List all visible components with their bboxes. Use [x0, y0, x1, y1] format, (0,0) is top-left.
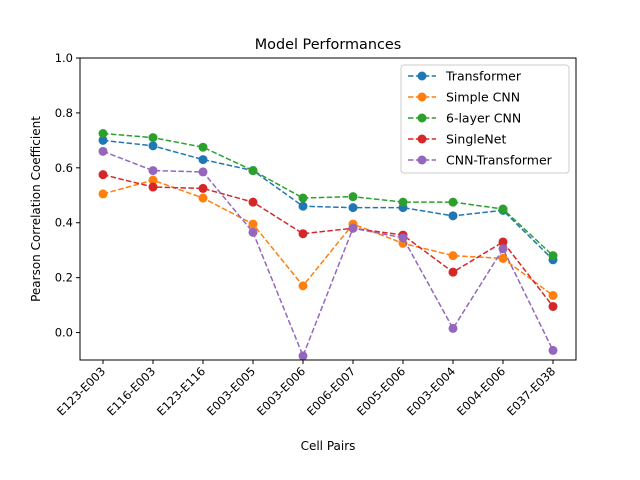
data-point: [498, 244, 508, 254]
x-tick-label: E006-E007: [304, 364, 358, 418]
data-point: [498, 253, 508, 263]
legend-marker: [417, 113, 427, 123]
x-tick-label: E003-E006: [254, 364, 308, 418]
data-point: [348, 223, 358, 233]
data-point: [298, 281, 308, 291]
data-point: [448, 197, 458, 207]
series-line: [102, 139, 554, 261]
y-axis-label: Pearson Correlation Coefficient: [29, 116, 43, 302]
y-tick-label: 0.0: [55, 326, 73, 340]
legend-label: CNN-Transformer: [446, 153, 553, 168]
data-point: [298, 201, 308, 211]
data-point: [248, 197, 258, 207]
x-tick-label: E123-E003: [54, 364, 108, 418]
plot-area: [98, 129, 558, 361]
data-point: [298, 229, 308, 239]
data-point: [148, 175, 158, 185]
data-point: [498, 204, 508, 214]
data-point: [548, 290, 558, 300]
legend-box: [400, 64, 570, 174]
x-axis-label: Cell Pairs: [301, 439, 356, 453]
x-tick-label: E116-E003: [104, 364, 158, 418]
series-singlenet: [98, 170, 558, 311]
data-point: [248, 166, 258, 176]
legend-item: Simple CNN: [408, 90, 520, 105]
legend: Transformer Simple CNN 6-layer CNN SingleNe…: [400, 64, 570, 174]
legend-item: CNN-Transformer: [408, 153, 553, 168]
series-line: [102, 150, 554, 358]
data-point: [148, 182, 158, 192]
series-simple-cnn: [98, 175, 558, 300]
data-point: [548, 345, 558, 355]
data-point: [248, 219, 258, 229]
data-point: [198, 183, 208, 193]
legend-item: 6-layer CNN: [408, 111, 521, 126]
data-point: [298, 351, 308, 361]
y-tick-label: 1.0: [55, 51, 73, 65]
legend-item: SingleNet: [408, 132, 506, 147]
y-tick-label: 0.8: [55, 106, 73, 120]
legend-label: 6-layer CNN: [446, 111, 521, 126]
data-point: [548, 251, 558, 261]
legend-marker: [417, 71, 427, 81]
y-tick-label: 0.2: [55, 271, 73, 285]
series-6-layer-cnn: [98, 129, 558, 261]
data-point: [148, 133, 158, 143]
legend-marker: [417, 134, 427, 144]
data-point: [548, 301, 558, 311]
data-point: [398, 233, 408, 243]
legend-label: Transformer: [445, 69, 522, 84]
x-axis: E123-E003E116-E003E123-E116E003-E005E003…: [54, 360, 558, 418]
data-point: [98, 170, 108, 180]
data-point: [148, 141, 158, 151]
data-point: [398, 197, 408, 207]
x-tick-label: E037-E038: [504, 364, 558, 418]
y-tick-label: 0.6: [55, 161, 73, 175]
data-point: [298, 193, 308, 203]
data-point: [448, 211, 458, 221]
data-point: [248, 227, 258, 237]
x-tick-label: E003-E004: [404, 364, 458, 418]
data-point: [98, 189, 108, 199]
data-point: [448, 323, 458, 333]
data-point: [348, 192, 358, 202]
data-point: [448, 251, 458, 261]
x-tick-label: E004-E006: [454, 364, 508, 418]
series-line: [102, 132, 554, 257]
data-point: [98, 129, 108, 138]
series-cnn-transformer: [98, 146, 558, 361]
data-point: [448, 267, 458, 277]
legend-label: SingleNet: [446, 132, 506, 147]
data-point: [198, 142, 208, 152]
data-point: [348, 203, 358, 213]
chart-title: Model Performances: [255, 37, 401, 53]
legend-label: Simple CNN: [446, 90, 520, 105]
data-point: [198, 167, 208, 177]
data-point: [198, 155, 208, 165]
data-point: [98, 135, 108, 145]
legend-item: Transformer: [408, 69, 522, 84]
data-point: [498, 237, 508, 247]
legend-marker: [417, 92, 427, 102]
x-tick-label: E005-E006: [354, 364, 408, 418]
data-point: [198, 193, 208, 203]
y-axis: 0.0 0.2 0.4 0.6 0.8 1.0: [55, 51, 80, 340]
legend-marker: [417, 155, 427, 165]
y-tick-label: 0.4: [55, 216, 73, 230]
series-line: [102, 173, 554, 307]
data-point: [148, 166, 158, 176]
data-point: [98, 146, 108, 156]
x-tick-label: E123-E116: [154, 364, 208, 418]
axes-frame: [79, 57, 577, 361]
series-transformer: [98, 135, 558, 265]
x-tick-label: E003-E005: [204, 364, 258, 418]
